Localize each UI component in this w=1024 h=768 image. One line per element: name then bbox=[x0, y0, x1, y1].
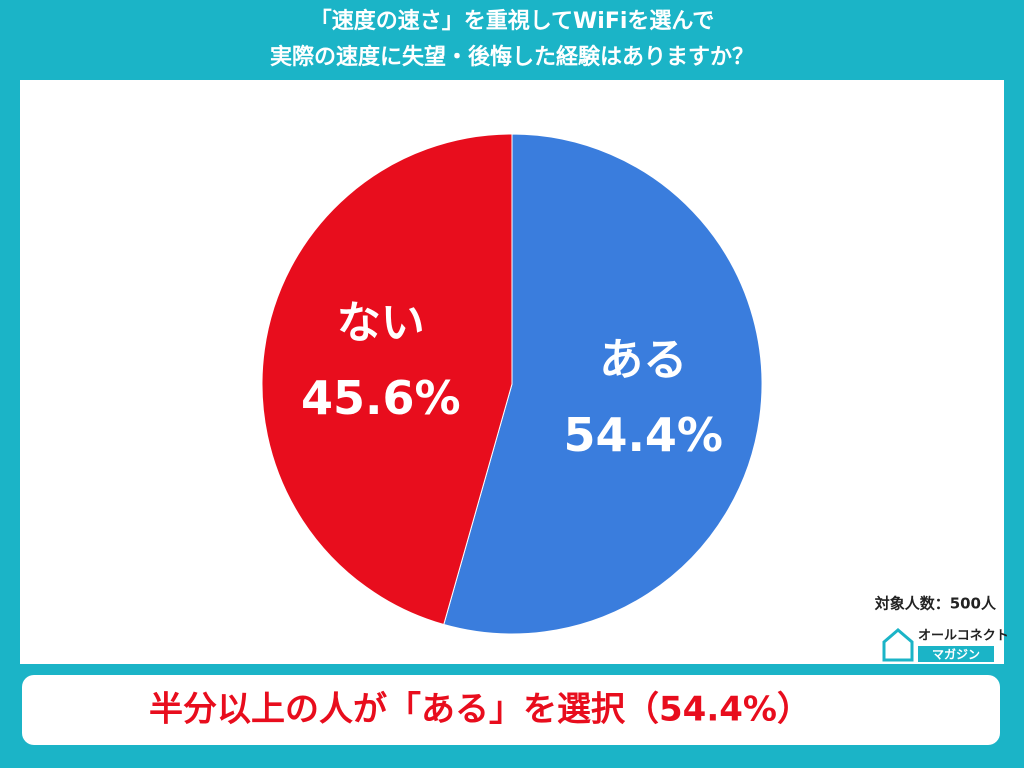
sample-note: 対象人数：500人 bbox=[874, 595, 997, 613]
summary-box bbox=[22, 675, 1000, 745]
pie-slice bbox=[261, 133, 513, 626]
title-line: 実際の速度に失望・後悔した経験はありますか？ bbox=[270, 44, 754, 70]
slice-name: ない bbox=[337, 298, 425, 349]
title-line: 「速度の速さ」を重視してWiFiを選んで bbox=[310, 8, 715, 34]
logo-icon bbox=[882, 628, 914, 662]
slice-value-label: 54.4% bbox=[563, 408, 723, 462]
pie: ある 54.4% ない 45.6% bbox=[261, 133, 763, 635]
slice-value-label: 45.6% bbox=[301, 371, 461, 425]
logo: オールコネクト マガジン bbox=[882, 628, 1009, 662]
logo-name: オールコネクト bbox=[918, 629, 1009, 644]
pie-slice bbox=[443, 133, 763, 635]
logo-sub: マガジン bbox=[932, 647, 980, 662]
slice-name: ある bbox=[599, 334, 687, 385]
logo-badge bbox=[918, 646, 994, 662]
summary-text: 半分以上の人が「ある」を選択（54.4%） bbox=[149, 690, 811, 730]
